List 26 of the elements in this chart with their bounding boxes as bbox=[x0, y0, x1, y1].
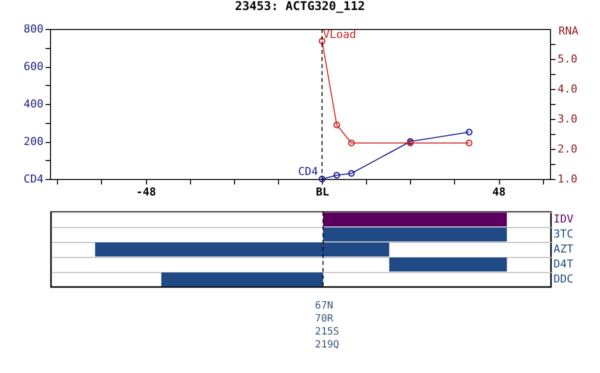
x-tick-label: -48 bbox=[136, 186, 156, 198]
y2-tick-label: 3.0 bbox=[558, 112, 578, 126]
y2-tick-label: 1.0 bbox=[558, 172, 578, 186]
y-tick-label: 200 bbox=[24, 135, 44, 148]
y-tick-label: 400 bbox=[24, 98, 44, 110]
x-tick-label: 48 bbox=[492, 186, 506, 198]
text: 67N bbox=[315, 300, 334, 312]
y-tick-label: 800 bbox=[24, 22, 44, 36]
text: 219Q bbox=[315, 340, 340, 350]
series-label: CD4 bbox=[298, 165, 318, 178]
x-tick-label: BL bbox=[316, 186, 330, 198]
y-tick-label: 600 bbox=[24, 60, 44, 73]
y-tick-label: CD4 bbox=[24, 172, 44, 186]
text: 215S bbox=[315, 326, 340, 338]
y-tick-label: AZT bbox=[554, 242, 574, 256]
y2-tick-label: 2.0 bbox=[558, 142, 578, 156]
y2-tick-label: 4.0 bbox=[558, 82, 578, 96]
y2-tick-label: 5.0 bbox=[558, 52, 578, 66]
y-tick-label: D4T bbox=[554, 258, 574, 270]
y-tick-label: 3TC bbox=[554, 228, 574, 240]
y-tick-label: IDV bbox=[554, 212, 574, 226]
series-label: VLoad bbox=[323, 28, 356, 41]
y-tick-label: DDC bbox=[554, 272, 574, 286]
chart-title: 23453: ACTG320_112 bbox=[234, 0, 366, 13]
text: 70R bbox=[315, 314, 334, 324]
y2-axis-title: RNA bbox=[558, 24, 579, 38]
